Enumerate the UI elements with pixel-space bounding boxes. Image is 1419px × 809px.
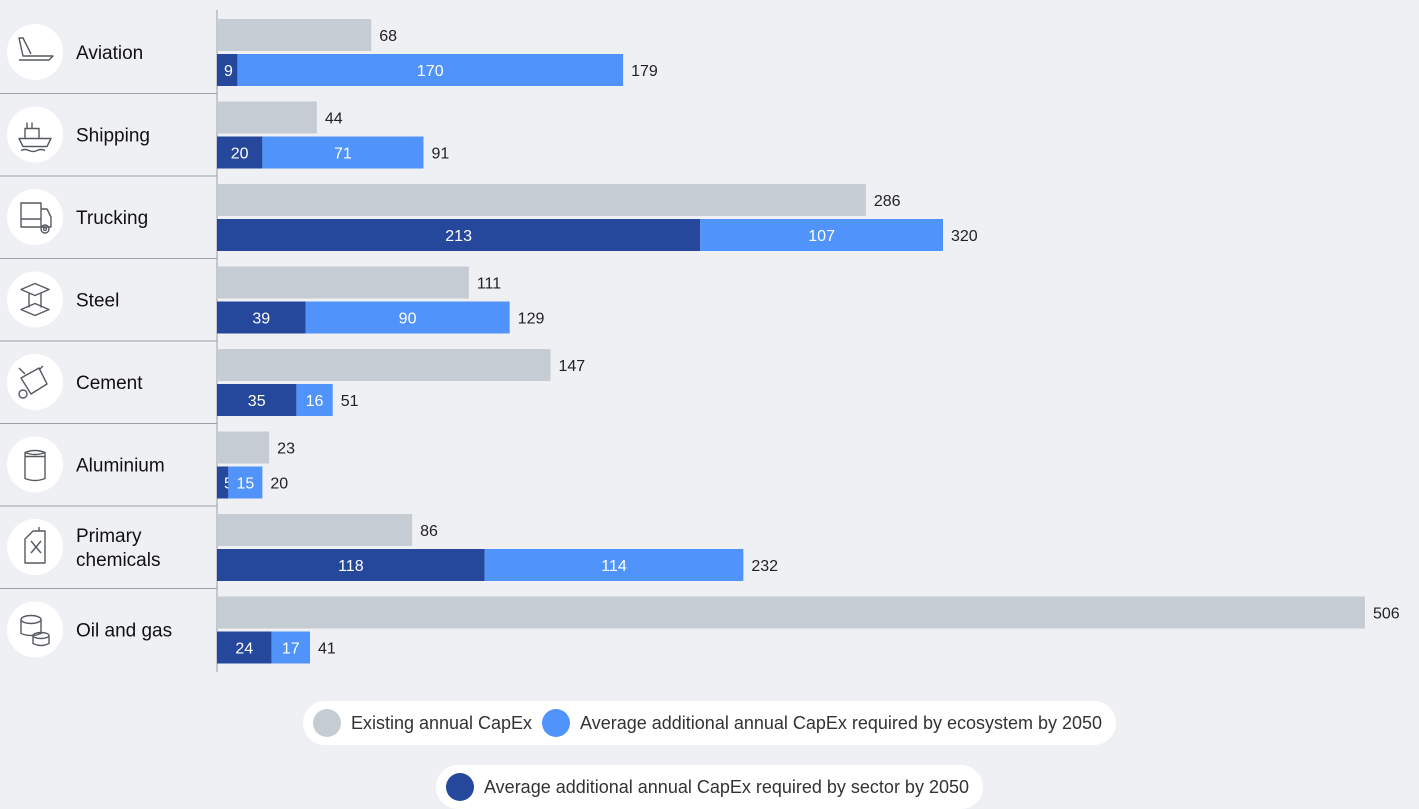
- bar-sector-oil-and-gas: [217, 631, 272, 664]
- value-label-existing-shipping: 44: [325, 111, 343, 128]
- category-label-steel: Steel: [76, 291, 119, 312]
- bar-existing-aluminium: [217, 431, 270, 464]
- value-label-total-primary-chemicals: 232: [751, 558, 778, 575]
- category-label-aluminium: Aluminium: [76, 456, 165, 477]
- bar-sector-aluminium: [217, 466, 229, 499]
- value-label-ecosystem-aluminium: 15: [236, 476, 254, 493]
- category-label-aviation: Aviation: [76, 43, 143, 64]
- legend-label-ecosystem: Average additional annual CapEx required…: [580, 712, 1103, 733]
- legend-label-existing: Existing annual CapEx: [350, 712, 533, 733]
- value-label-existing-trucking: 286: [874, 193, 901, 210]
- value-label-sector-aviation: 9: [224, 63, 233, 80]
- cement-mixer-icon: [7, 354, 63, 410]
- category-group-trucking: Trucking 286 213 107 320: [0, 175, 978, 251]
- value-label-ecosystem-trucking: 107: [808, 228, 835, 245]
- value-label-sector-shipping: 20: [231, 146, 249, 163]
- category-label-cement: Cement: [76, 373, 143, 394]
- bar-ecosystem-cement: [296, 384, 333, 416]
- bar-ecosystem-steel: [305, 301, 510, 334]
- value-label-existing-primary-chemicals: 86: [420, 523, 438, 540]
- legend-row-1: Existing annual CapEx Average additional…: [0, 701, 1419, 745]
- value-label-ecosystem-steel: 90: [399, 311, 417, 328]
- value-label-ecosystem-shipping: 71: [334, 146, 352, 163]
- bar-sector-primary-chemicals: [217, 549, 485, 581]
- value-label-sector-cement: 35: [248, 393, 266, 410]
- legend-pill-1: Existing annual CapEx Average additional…: [302, 701, 1117, 745]
- value-label-total-oil-and-gas: 41: [318, 641, 336, 658]
- legend-label-sector: Average additional annual CapEx required…: [484, 776, 969, 797]
- category-group-steel: Steel 111 39 90 129: [0, 258, 545, 334]
- bar-existing-trucking: [217, 184, 866, 216]
- bar-existing-steel: [217, 266, 469, 299]
- category-group-oil-and-gas: Oil and gas 506 24 17 41: [0, 588, 1400, 664]
- category-label-shipping: Shipping: [76, 126, 150, 147]
- legend-row-2: Average additional annual CapEx required…: [0, 765, 1419, 809]
- category-group-aluminium: Aluminium2351520: [0, 423, 295, 499]
- value-label-existing-cement: 147: [559, 358, 586, 375]
- bar-sector-cement: [217, 384, 297, 416]
- legend-item-sector: Average additional annual CapEx required…: [446, 773, 969, 801]
- can-icon: [7, 436, 63, 493]
- bar-existing-shipping: [217, 101, 317, 134]
- value-label-sector-primary-chemicals: 118: [338, 558, 364, 575]
- value-label-total-shipping: 91: [431, 146, 449, 163]
- bar-ecosystem-shipping: [262, 136, 424, 169]
- value-label-ecosystem-aviation: 170: [417, 63, 444, 80]
- bar-ecosystem-primary-chemicals: [484, 549, 744, 581]
- chemical-canister-icon: [7, 519, 63, 575]
- bar-ecosystem-aluminium: [228, 466, 263, 499]
- legend-item-existing: Existing annual CapEx: [312, 709, 533, 737]
- legend-swatch-ecosystem: [542, 709, 571, 737]
- category-group-shipping: Shipping 44 20 71 91: [0, 93, 449, 169]
- value-label-sector-oil-and-gas: 24: [235, 641, 253, 658]
- value-label-total-aluminium: 20: [270, 476, 288, 493]
- truck-icon: [7, 189, 63, 245]
- category-label-oil-and-gas: Oil and gas: [76, 621, 172, 642]
- value-label-ecosystem-cement: 16: [306, 393, 324, 410]
- value-label-ecosystem-oil-and-gas: 17: [282, 641, 300, 658]
- bar-sector-aviation: [217, 54, 238, 86]
- legend-pill-2: Average additional annual CapEx required…: [436, 765, 983, 809]
- value-label-existing-aviation: 68: [379, 28, 397, 45]
- value-label-total-aviation: 179: [631, 63, 658, 80]
- value-label-existing-oil-and-gas: 506: [1373, 606, 1400, 623]
- airplane-icon: [7, 24, 63, 80]
- value-label-existing-steel: 111: [477, 276, 501, 293]
- bar-sector-trucking: [217, 219, 701, 251]
- value-label-sector-trucking: 213: [445, 228, 472, 245]
- value-label-total-trucking: 320: [951, 228, 978, 245]
- legend-item-ecosystem: Average additional annual CapEx required…: [542, 709, 1102, 737]
- legend-swatch-existing: [312, 709, 341, 737]
- category-label-trucking: Trucking: [76, 208, 148, 229]
- category-group-primary-chemicals: Primary chemicals 86 118 114 232: [0, 505, 778, 581]
- bar-ecosystem-trucking: [700, 219, 944, 251]
- bar-existing-cement: [217, 349, 551, 381]
- legend-swatch-sector: [446, 773, 474, 801]
- bar-ecosystem-aviation: [237, 54, 624, 86]
- category-group-cement: Cement 147 35 16 51: [0, 340, 586, 416]
- steel-beam-icon: [7, 271, 63, 328]
- bar-existing-aviation: [217, 19, 372, 51]
- bar-ecosystem-oil-and-gas: [271, 631, 311, 664]
- category-group-aviation: Aviation 68 9 170 179: [7, 19, 658, 86]
- bar-existing-oil-and-gas: [217, 596, 1365, 629]
- ship-icon: [7, 106, 63, 163]
- oil-barrels-icon: [7, 601, 63, 658]
- bar-sector-shipping: [217, 136, 263, 169]
- value-label-sector-steel: 39: [252, 311, 270, 328]
- value-label-total-steel: 129: [518, 311, 545, 328]
- bar-existing-primary-chemicals: [217, 514, 413, 546]
- category-label-primary-chemicals: Primary chemicals: [76, 526, 160, 571]
- value-label-ecosystem-primary-chemicals: 114: [601, 558, 627, 575]
- value-label-existing-aluminium: 23: [277, 441, 295, 458]
- bar-sector-steel: [217, 301, 306, 334]
- value-label-total-cement: 51: [341, 393, 359, 410]
